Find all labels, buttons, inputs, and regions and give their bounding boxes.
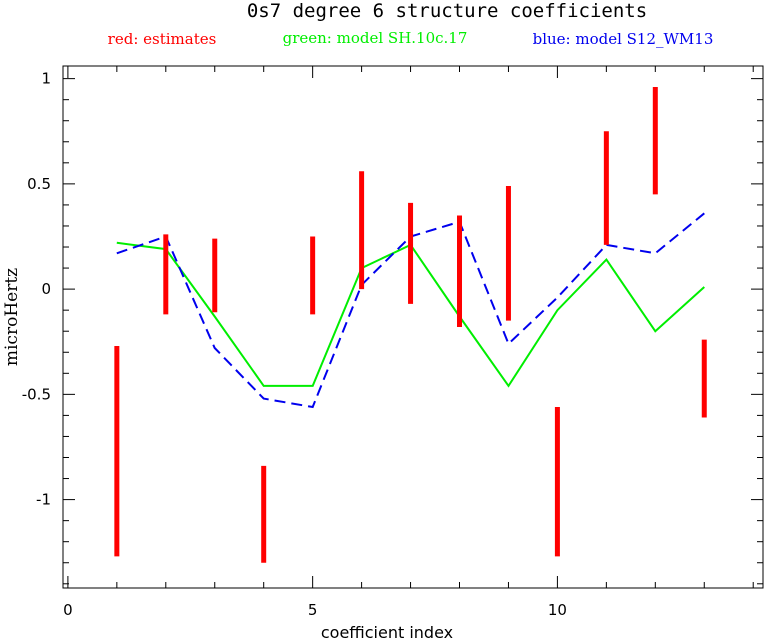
legend-model-sh: green: model SH.10c.17 bbox=[283, 29, 468, 47]
x-tick-label: 10 bbox=[548, 601, 567, 619]
y-tick-label: -0.5 bbox=[22, 385, 51, 403]
legend-estimates: red: estimates bbox=[108, 30, 217, 48]
axis-ticks bbox=[63, 66, 763, 588]
x-tick-label: 0 bbox=[63, 601, 73, 619]
legend-model-s12: blue: model S12_WM13 bbox=[533, 30, 714, 48]
y-tick-label: 0.5 bbox=[27, 175, 51, 193]
y-tick-label: 0 bbox=[41, 280, 51, 298]
y-tick-label: 1 bbox=[41, 70, 51, 88]
chart-title: 0s7 degree 6 structure coefficients bbox=[247, 0, 647, 22]
x-tick-label: 5 bbox=[308, 601, 318, 619]
chart-marks bbox=[114, 87, 707, 563]
tick-labels: 0 5 10 1 0.5 0 -0.5 -1 bbox=[22, 70, 567, 619]
x-axis-label: coefficient index bbox=[321, 623, 453, 641]
y-axis-label: microHertz bbox=[2, 268, 22, 366]
y-tick-label: -1 bbox=[36, 491, 51, 509]
plot-frame bbox=[62, 65, 764, 589]
